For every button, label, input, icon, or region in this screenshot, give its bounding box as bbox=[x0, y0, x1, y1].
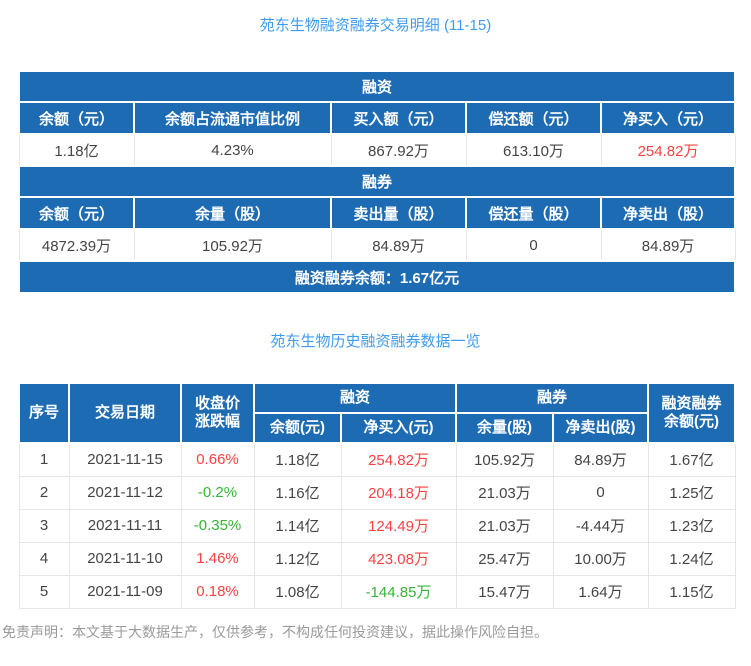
col-header-date: 交易日期 bbox=[68, 382, 182, 444]
col-header-fin-buy: 买入额（元） bbox=[330, 101, 467, 135]
short-selling-values-row: 4872.39万 105.92万 84.89万 0 84.89万 bbox=[18, 228, 736, 262]
page-title-daily-detail: 苑东生物融资融券交易明细 (11-15) bbox=[259, 17, 492, 34]
col-header-hist-sec-volume: 余量(股) bbox=[455, 412, 555, 444]
fin-ratio-value: 4.23% bbox=[133, 133, 332, 167]
table-row: 2 2021-11-12 -0.2% 1.16亿 204.18万 21.03万 … bbox=[18, 475, 736, 510]
col-header-seq: 序号 bbox=[18, 382, 70, 444]
date-cell: 2021-11-09 bbox=[68, 574, 182, 609]
fin-net-buy-cell: 204.18万 bbox=[340, 475, 457, 510]
col-header-fin-ratio: 余额占流通市值比例 bbox=[133, 101, 332, 135]
total-balance-cell: 1.24亿 bbox=[647, 541, 736, 576]
financing-section-row: 融资 bbox=[17, 70, 737, 103]
change-cell: -0.2% bbox=[180, 475, 255, 510]
group-header-short-selling: 融券 bbox=[455, 382, 650, 414]
financing-values-row: 1.18亿 4.23% 867.92万 613.10万 254.82万 bbox=[18, 133, 736, 167]
col-header-total-line1: 融资融券 bbox=[661, 395, 722, 412]
financing-header-row: 余额（元） 余额占流通市值比例 买入额（元） 偿还额（元） 净买入（元） bbox=[18, 101, 737, 135]
history-header-row-1: 序号 交易日期 收盘价 涨跌幅 融资 融券 融资融券 余额(元) bbox=[18, 382, 737, 444]
col-header-hist-fin-net-buy: 净买入(元) bbox=[339, 412, 458, 444]
date-cell: 2021-11-15 bbox=[68, 442, 182, 477]
sec-net-sell-cell: 84.89万 bbox=[552, 442, 649, 477]
page-title-history: 苑东生物历史融资融券数据一览 bbox=[270, 333, 481, 350]
col-header-sec-sell: 卖出量（股） bbox=[330, 196, 467, 230]
short-selling-section-row: 融券 bbox=[17, 165, 737, 198]
col-header-change: 收盘价 涨跌幅 bbox=[180, 382, 255, 444]
sec-net-sell-cell: 0 bbox=[552, 475, 649, 510]
total-balance-cell: 1.25亿 bbox=[647, 475, 736, 510]
seq-cell: 5 bbox=[18, 574, 70, 609]
col-header-fin-repay: 偿还额（元） bbox=[465, 101, 602, 135]
table-row: 4 2021-11-10 1.46% 1.12亿 423.08万 25.47万 … bbox=[18, 541, 736, 576]
change-cell: 0.18% bbox=[180, 574, 255, 609]
date-cell: 2021-11-12 bbox=[68, 475, 182, 510]
col-header-sec-volume: 余量（股） bbox=[133, 196, 332, 230]
margin-summary-table: 融资 余额（元） 余额占流通市值比例 买入额（元） 偿还额（元） 净买入（元） … bbox=[17, 70, 737, 294]
change-cell: -0.35% bbox=[180, 508, 255, 543]
sec-repay-value: 0 bbox=[465, 228, 602, 262]
disclaimer-text: 免责声明：本文基于大数据生产，仅供参考，不构成任何投资建议，据此操作风险自担。 bbox=[2, 623, 548, 640]
fin-balance-value: 1.18亿 bbox=[18, 133, 135, 167]
col-header-sec-balance: 余额（元） bbox=[18, 196, 135, 230]
col-header-change-line2: 涨跌幅 bbox=[194, 413, 240, 430]
fin-balance-cell: 1.16亿 bbox=[253, 475, 342, 510]
col-header-total-balance: 融资融券 余额(元) bbox=[647, 382, 737, 444]
fin-net-buy-cell: 423.08万 bbox=[340, 541, 457, 576]
col-header-hist-fin-balance: 余额(元) bbox=[253, 412, 342, 444]
col-header-fin-net-buy: 净买入（元） bbox=[599, 101, 737, 135]
total-balance-cell: 1.15亿 bbox=[647, 574, 736, 609]
col-header-change-line1: 收盘价 bbox=[194, 395, 240, 412]
fin-buy-value: 867.92万 bbox=[330, 133, 467, 167]
sec-sell-value: 84.89万 bbox=[330, 228, 467, 262]
fin-net-buy-value: 254.82万 bbox=[600, 133, 736, 167]
table-row: 3 2021-11-11 -0.35% 1.14亿 124.49万 21.03万… bbox=[18, 508, 736, 543]
sec-balance-value: 4872.39万 bbox=[18, 228, 135, 262]
financing-section-title: 融资 bbox=[17, 70, 737, 103]
seq-cell: 2 bbox=[18, 475, 70, 510]
seq-cell: 3 bbox=[18, 508, 70, 543]
fin-repay-value: 613.10万 bbox=[465, 133, 602, 167]
total-balance-cell: 1.23亿 bbox=[647, 508, 736, 543]
sec-net-sell-cell: 10.00万 bbox=[552, 541, 649, 576]
fin-balance-cell: 1.14亿 bbox=[253, 508, 342, 543]
sec-net-sell-cell: 1.64万 bbox=[552, 574, 649, 609]
sec-volume-value: 105.92万 bbox=[133, 228, 332, 262]
sec-volume-cell: 15.47万 bbox=[455, 574, 554, 609]
short-selling-section-title: 融券 bbox=[17, 165, 737, 198]
fin-net-buy-cell: -144.85万 bbox=[340, 574, 457, 609]
sec-volume-cell: 25.47万 bbox=[455, 541, 554, 576]
col-header-fin-balance: 余额（元） bbox=[18, 101, 135, 135]
short-selling-header-row: 余额（元） 余量（股） 卖出量（股） 偿还量（股） 净卖出（股） bbox=[18, 196, 737, 230]
col-header-sec-net-sell: 净卖出（股） bbox=[599, 196, 737, 230]
col-header-sec-repay: 偿还量（股） bbox=[465, 196, 602, 230]
table-row: 5 2021-11-09 0.18% 1.08亿 -144.85万 15.47万… bbox=[18, 574, 736, 609]
summary-footer-row: 融资融券余额：1.67亿元 bbox=[17, 260, 737, 294]
date-cell: 2021-11-10 bbox=[68, 541, 182, 576]
col-header-total-line2: 余额(元) bbox=[664, 413, 720, 430]
date-cell: 2021-11-11 bbox=[68, 508, 182, 543]
sec-volume-cell: 21.03万 bbox=[455, 508, 554, 543]
history-header-row-2: 余额(元) 净买入(元) 余量(股) 净卖出(股) bbox=[19, 412, 735, 444]
fin-net-buy-cell: 254.82万 bbox=[340, 442, 457, 477]
col-header-hist-sec-net-sell: 净卖出(股) bbox=[552, 412, 650, 444]
group-header-financing: 融资 bbox=[252, 382, 458, 414]
sec-volume-cell: 21.03万 bbox=[455, 475, 554, 510]
fin-net-buy-cell: 124.49万 bbox=[340, 508, 457, 543]
margin-history-table: 序号 交易日期 收盘价 涨跌幅 融资 融券 融资融券 余额(元) 余额(元) 净… bbox=[18, 382, 737, 609]
fin-balance-cell: 1.18亿 bbox=[253, 442, 342, 477]
total-balance-cell: 1.67亿 bbox=[647, 442, 736, 477]
fin-balance-cell: 1.12亿 bbox=[253, 541, 342, 576]
sec-net-sell-value: 84.89万 bbox=[600, 228, 736, 262]
fin-balance-cell: 1.08亿 bbox=[253, 574, 342, 609]
seq-cell: 4 bbox=[18, 541, 70, 576]
total-margin-balance: 融资融券余额：1.67亿元 bbox=[17, 260, 737, 294]
table-row: 1 2021-11-15 0.66% 1.18亿 254.82万 105.92万… bbox=[18, 442, 736, 477]
sec-volume-cell: 105.92万 bbox=[455, 442, 554, 477]
change-cell: 0.66% bbox=[180, 442, 255, 477]
change-cell: 1.46% bbox=[180, 541, 255, 576]
sec-net-sell-cell: -4.44万 bbox=[552, 508, 649, 543]
seq-cell: 1 bbox=[18, 442, 70, 477]
